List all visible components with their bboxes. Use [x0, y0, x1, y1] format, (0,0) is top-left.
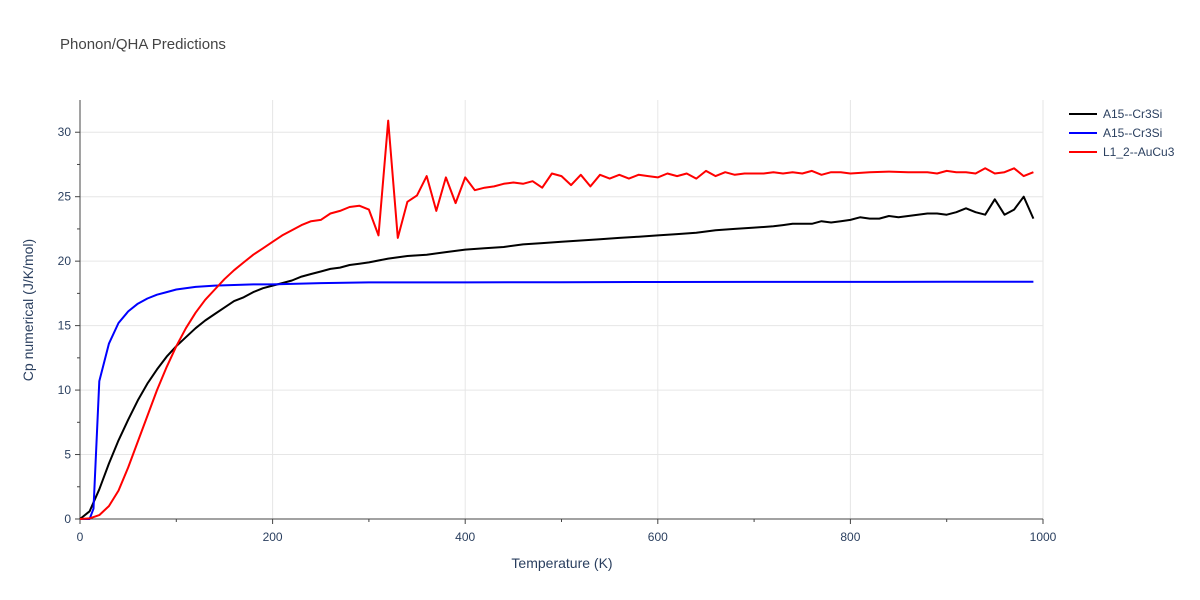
series-line-2: [80, 280, 1034, 520]
legend-item-3[interactable]: L1_2--AuCu3: [1069, 145, 1175, 159]
y-tick-label: 25: [58, 190, 72, 204]
y-axis-label: Cp numerical (J/K/mol): [20, 239, 36, 381]
y-tick-label: 20: [58, 254, 72, 268]
y-tick-label: 10: [58, 383, 72, 397]
y-tick-label: 15: [58, 319, 72, 333]
y-tick-label: 30: [58, 125, 72, 139]
y-tick-label: 5: [64, 448, 71, 462]
legend-label: A15--Cr3Si: [1103, 126, 1162, 140]
series-line-3: [79, 119, 1034, 520]
x-tick-label: 600: [648, 530, 668, 544]
x-tick-label: 1000: [1030, 530, 1057, 544]
x-tick-label: 400: [455, 530, 475, 544]
x-tick-label: 0: [77, 530, 84, 544]
legend-label: L1_2--AuCu3: [1103, 145, 1175, 159]
series-lines: [79, 119, 1035, 520]
x-tick-label: 800: [840, 530, 860, 544]
x-tick-label: 200: [263, 530, 283, 544]
legend[interactable]: A15--Cr3Si A15--Cr3Si L1_2--AuCu3: [1069, 107, 1175, 159]
axes: 0 200 400 600 800 1000 0 5 10 15 20 25 30: [58, 100, 1057, 544]
y-tick-label: 0: [64, 512, 71, 526]
x-axis-label: Temperature (K): [511, 555, 612, 571]
chart-title: Phonon/QHA Predictions: [60, 36, 226, 53]
legend-item-2[interactable]: A15--Cr3Si: [1069, 126, 1162, 140]
legend-label: A15--Cr3Si: [1103, 107, 1162, 121]
legend-item-1[interactable]: A15--Cr3Si: [1069, 107, 1162, 121]
grid-lines: [80, 100, 1044, 519]
series-line-1: [79, 195, 1035, 520]
